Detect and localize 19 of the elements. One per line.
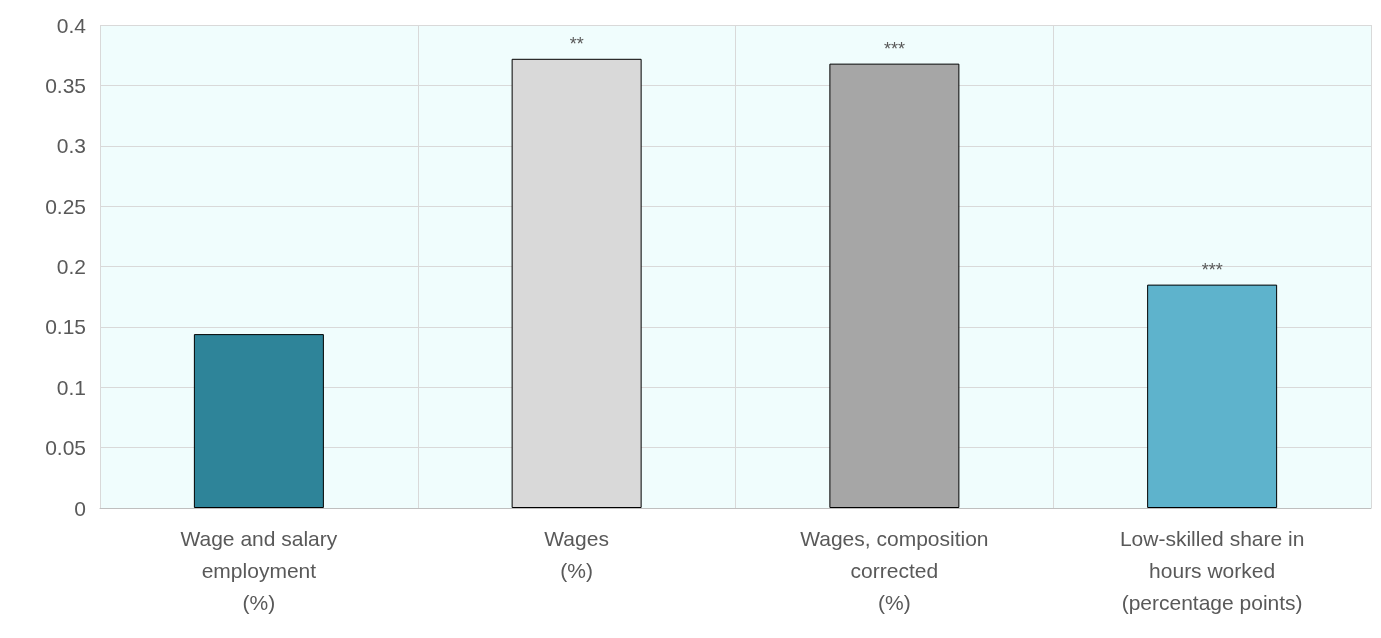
y-tick-label: 0.35	[45, 73, 86, 97]
x-tick-label: Wages (%)	[544, 526, 609, 582]
x-tick-label: Wages, composition corrected (%)	[800, 526, 989, 614]
y-tick-label: 0.15	[45, 315, 86, 339]
y-tick-label: 0.2	[56, 255, 86, 278]
annotation: **	[569, 33, 584, 54]
annotation: ***	[883, 38, 905, 59]
y-tick-label: 0.1	[56, 375, 86, 399]
y-tick-label: 0.05	[45, 436, 86, 460]
x-tick-label: Wage and salary employment (%)	[180, 526, 338, 614]
annotation: ***	[1201, 259, 1223, 280]
y-tick-label: 0.4	[56, 13, 87, 37]
bar	[193, 334, 324, 508]
y-tick-label: 0	[74, 496, 86, 520]
y-tick-label: 0.25	[45, 194, 86, 218]
bar	[1147, 284, 1278, 508]
bar	[829, 63, 960, 508]
y-tick-label: 0.3	[56, 134, 86, 158]
x-tick-label: Low-skilled share in hours worked (percentage points)	[1119, 526, 1305, 614]
